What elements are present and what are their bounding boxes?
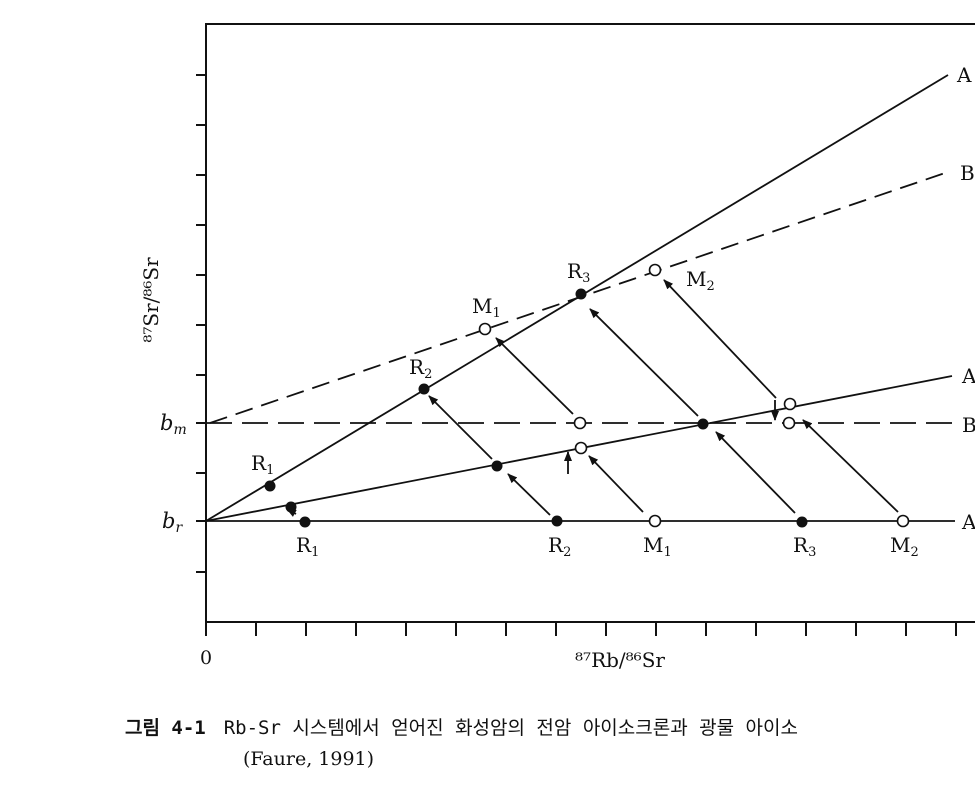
label-middle-solid: A: [961, 364, 975, 388]
point-m1-bm: [573, 416, 587, 430]
arrow-r2-to-mid: [507, 473, 551, 516]
arrow-m1-to-mid: [588, 455, 644, 513]
arrow-m2-to-mid: [802, 419, 899, 513]
point-m1-upper: [478, 322, 492, 336]
point-r3-upper: [575, 288, 587, 300]
point-r1-upper: [264, 480, 276, 492]
arrow-r3-up: [589, 308, 699, 417]
arrow-r3-to-mid: [715, 431, 796, 514]
figure-caption: 그림 4-1 Rb-Sr 시스템에서 얻어진 화성암의 전암 아이소크론과 광물 …: [125, 713, 798, 740]
y-axis-ticks: [196, 74, 206, 573]
point-m1-bottom: [648, 514, 662, 528]
point-r2-mid: [491, 460, 503, 472]
arrow-m1-up: [495, 337, 574, 415]
label-bottom-solid: A: [961, 510, 975, 534]
label-r1-bottom: R1: [296, 533, 319, 560]
label-upper-solid: A: [956, 63, 972, 87]
label-r3-bottom: R3: [793, 533, 816, 560]
label-upper-dashed: B: [960, 161, 975, 185]
point-r1-mid: [285, 501, 297, 513]
x-axis-label: ⁸⁷Rb/⁸⁶Sr: [575, 648, 665, 672]
open-points: [478, 263, 910, 528]
isochron-diagram: ⁸⁷Sr/⁸⁶Sr ⁸⁷Rb/⁸⁶Sr 0 bm br A B A B A R1…: [139, 23, 975, 672]
point-m2-bottom: [896, 514, 910, 528]
label-r1-upper: R1: [251, 451, 274, 478]
label-m1-bottom: M1: [643, 533, 672, 560]
caption-number: 그림 4-1: [125, 717, 206, 739]
bm-label: bm: [160, 411, 187, 438]
point-m2-bm: [782, 416, 796, 430]
y-axis-label: ⁸⁷Sr/⁸⁶Sr: [139, 257, 163, 343]
label-r2-bottom: R2: [548, 533, 571, 560]
point-m2-mid: [783, 397, 797, 411]
br-label: br: [162, 509, 183, 536]
arrow-m2-down: [663, 279, 777, 399]
label-middle-dashed: B: [962, 413, 975, 437]
point-r3-bottom: [796, 516, 808, 528]
caption-text: Rb-Sr 시스템에서 얻어진 화성암의 전암 아이소크론과 광물 아이소: [223, 717, 798, 739]
point-m2-upper: [648, 263, 662, 277]
x-axis-ticks: [205, 622, 957, 636]
label-m1-upper: M1: [472, 294, 501, 321]
label-r2-upper: R2: [409, 355, 432, 382]
label-m2-bottom: M2: [890, 533, 919, 560]
point-r3-mid: [697, 418, 709, 430]
label-r3-upper: R3: [567, 259, 590, 286]
caption-citation: (Faure, 1991): [243, 748, 375, 770]
plot-frame: [205, 23, 975, 623]
point-r2-bottom: [551, 515, 563, 527]
point-m1-mid: [574, 441, 588, 455]
filled-points: [264, 288, 808, 528]
point-r2-upper: [418, 383, 430, 395]
arrow-r2-up: [428, 395, 493, 460]
x-origin-label: 0: [200, 647, 212, 669]
label-m2-upper: M2: [686, 267, 715, 294]
point-r1-bottom: [299, 516, 311, 528]
evolution-arrows: [286, 279, 899, 517]
